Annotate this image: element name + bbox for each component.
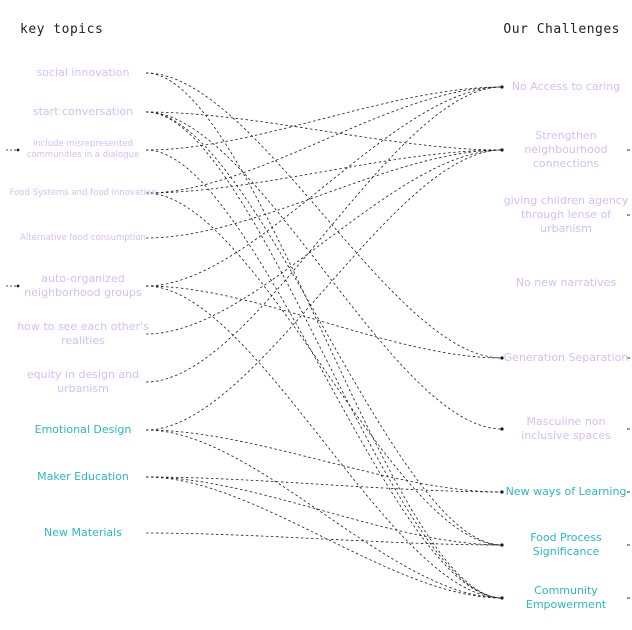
link-l4-r2 <box>145 149 503 194</box>
challenge-r5: Generation Separation <box>503 351 629 364</box>
topic-l2: start conversation <box>32 105 134 118</box>
link-l8-r1 <box>145 86 503 383</box>
link-l10-r8 <box>145 476 503 546</box>
topic-l10: Maker Education <box>37 470 129 483</box>
link-l3-r1 <box>145 86 503 151</box>
link-l1-r5 <box>145 72 503 359</box>
anchor-dot-r6 <box>500 427 504 431</box>
link-l6-r5 <box>145 285 503 359</box>
link-l6-r9 <box>145 285 503 599</box>
challenge-r6: Masculine non inclusive spaces <box>521 414 611 442</box>
challenge-r3: giving children agency through lense of … <box>503 193 629 236</box>
link-l2-r9 <box>145 111 503 599</box>
challenge-r8: Food Process Significance <box>530 530 602 558</box>
anchor-dot-r1 <box>500 85 504 89</box>
link-l10-r7 <box>145 476 503 493</box>
topic-l7: how to see each other's realities <box>17 319 149 347</box>
left-stub-dot-l3 <box>16 148 20 152</box>
right-column-title: Our Challenges <box>503 22 620 37</box>
challenge-r4: No new narratives <box>515 276 617 289</box>
challenge-r9: Community Empowerment <box>525 583 607 611</box>
topic-l8: equity in design and urbanism <box>26 367 140 395</box>
anchor-dot-r2 <box>500 148 504 152</box>
anchor-dot-r5 <box>500 356 504 360</box>
link-l5-r2 <box>145 149 503 239</box>
link-l6-r1 <box>145 86 503 287</box>
link-l2-r6 <box>145 111 503 430</box>
anchor-dot-r9 <box>500 596 504 600</box>
left-stub-dot-l6 <box>16 284 20 288</box>
link-l3-r9 <box>145 149 503 599</box>
link-l2-r2 <box>145 111 503 151</box>
link-l4-r8 <box>145 192 503 546</box>
link-l2-r8 <box>145 111 503 546</box>
anchor-dot-r8 <box>500 543 504 547</box>
topic-l11: New Materials <box>44 526 122 539</box>
challenge-r2: Strengthen neighbourhood connections <box>524 128 608 171</box>
link-l1-r9 <box>145 72 503 599</box>
link-l9-r7 <box>145 429 503 493</box>
topic-l5: Alternative food consumption <box>20 232 146 243</box>
challenge-r1: No Access to caring <box>511 80 621 93</box>
challenge-r7: New ways of Learning <box>505 485 627 498</box>
topic-l3: include misrepresented communities in a … <box>26 139 140 161</box>
anchor-dot-r7 <box>500 490 504 494</box>
topic-l4: Food Systems and food innovation <box>9 187 157 198</box>
link-l7-r2 <box>145 149 503 335</box>
topic-l1: social innovation <box>36 66 130 79</box>
link-l9-r9 <box>145 429 503 599</box>
topic-l9: Emotional Design <box>34 423 132 436</box>
link-l11-r8 <box>145 532 503 546</box>
link-l4-r1 <box>145 86 503 194</box>
link-l10-r9 <box>145 476 503 599</box>
topic-l6: auto-organized neighborhood groups <box>24 271 142 299</box>
left-column-title: key topics <box>20 22 104 37</box>
link-l9-r2 <box>145 149 503 431</box>
